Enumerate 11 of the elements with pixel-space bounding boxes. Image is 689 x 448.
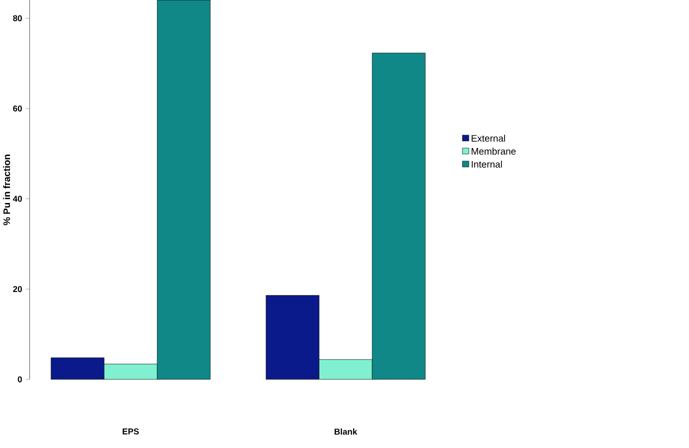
y-tick-label: 60 [13, 106, 22, 112]
y-tick-label: 80 [13, 15, 22, 22]
y-tick-label: 0 [18, 376, 22, 383]
y-axis-title: % Pu in fraction [3, 154, 10, 226]
x-tick-label: EPS [122, 428, 139, 435]
legend-label: External [472, 134, 505, 142]
legend-label: Internal [472, 160, 502, 168]
x-tick-label: Blank [334, 428, 358, 435]
y-tick-label: 40 [12, 196, 22, 202]
y-tick-label: 20 [13, 286, 22, 292]
legend-label: Membrane [472, 148, 516, 155]
